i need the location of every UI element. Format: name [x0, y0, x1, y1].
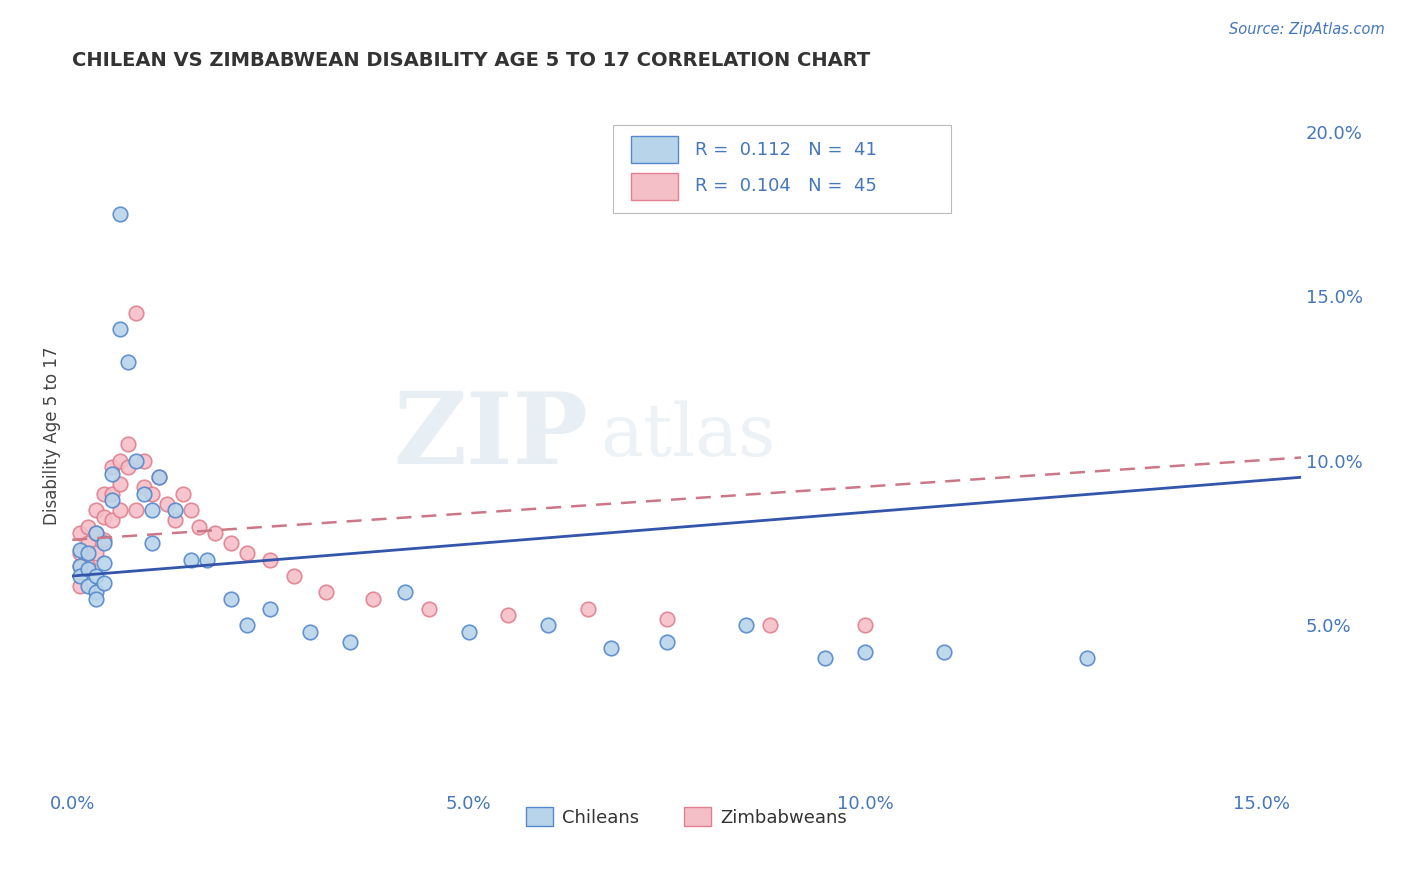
Point [69, 579, 91, 593]
Point [259, 552, 281, 566]
Point [77, 519, 100, 533]
Point [101, 493, 124, 508]
Point [93, 487, 115, 501]
Point [148, 470, 170, 484]
Legend: Chileans, Zimbabweans: Chileans, Zimbabweans [519, 800, 855, 834]
Point [84, 592, 107, 607]
Point [655, 612, 678, 626]
Point [394, 585, 416, 599]
Point [165, 503, 187, 517]
Point [132, 454, 155, 468]
Point [259, 602, 281, 616]
Point [235, 546, 257, 560]
Point [101, 460, 124, 475]
Point [219, 536, 242, 550]
Point [283, 569, 305, 583]
Point [108, 503, 131, 517]
Point [77, 559, 100, 574]
Point [141, 487, 163, 501]
Point [156, 497, 179, 511]
Text: Source: ZipAtlas.com: Source: ZipAtlas.com [1229, 22, 1385, 37]
FancyBboxPatch shape [631, 136, 678, 163]
Point [1076, 651, 1098, 665]
Point [853, 618, 876, 632]
Point [132, 487, 155, 501]
Point [124, 503, 146, 517]
Point [124, 454, 146, 468]
Point [315, 585, 337, 599]
Point [299, 624, 322, 639]
Point [537, 618, 560, 632]
Point [655, 635, 678, 649]
Point [172, 487, 194, 501]
Text: R =  0.104   N =  45: R = 0.104 N = 45 [695, 178, 877, 195]
Point [141, 536, 163, 550]
Point [141, 503, 163, 517]
Point [93, 509, 115, 524]
Point [418, 602, 440, 616]
Text: R =  0.112   N =  41: R = 0.112 N = 41 [695, 141, 877, 159]
Point [69, 569, 91, 583]
Point [363, 592, 385, 607]
Point [195, 552, 218, 566]
Point [814, 651, 837, 665]
Point [77, 546, 100, 560]
Point [77, 536, 100, 550]
Point [759, 618, 782, 632]
Point [235, 618, 257, 632]
Point [219, 592, 242, 607]
Point [124, 306, 146, 320]
Point [84, 503, 107, 517]
Point [576, 602, 599, 616]
Point [117, 460, 139, 475]
Point [84, 546, 107, 560]
Point [180, 552, 202, 566]
Point [148, 470, 170, 484]
Point [101, 487, 124, 501]
Point [204, 526, 226, 541]
Point [101, 513, 124, 527]
Point [69, 559, 91, 574]
Point [93, 536, 115, 550]
Point [93, 575, 115, 590]
Point [69, 546, 91, 560]
Text: ZIP: ZIP [394, 388, 588, 484]
Point [93, 533, 115, 547]
Point [188, 519, 211, 533]
Point [84, 526, 107, 541]
Point [84, 526, 107, 541]
Point [934, 645, 956, 659]
Text: CHILEAN VS ZIMBABWEAN DISABILITY AGE 5 TO 17 CORRELATION CHART: CHILEAN VS ZIMBABWEAN DISABILITY AGE 5 T… [72, 51, 870, 70]
Point [108, 476, 131, 491]
Point [180, 503, 202, 517]
Point [108, 207, 131, 221]
Point [77, 562, 100, 576]
Text: atlas: atlas [600, 401, 776, 471]
Point [69, 526, 91, 541]
Point [84, 569, 107, 583]
Point [496, 608, 519, 623]
Point [93, 556, 115, 570]
Point [339, 635, 361, 649]
Point [735, 618, 758, 632]
Point [108, 454, 131, 468]
Point [853, 645, 876, 659]
Point [108, 322, 131, 336]
FancyBboxPatch shape [631, 173, 678, 200]
Y-axis label: Disability Age 5 to 17: Disability Age 5 to 17 [44, 347, 60, 525]
Point [117, 355, 139, 369]
Point [600, 641, 623, 656]
Point [84, 585, 107, 599]
Point [77, 579, 100, 593]
Point [69, 559, 91, 574]
Point [69, 542, 91, 557]
Point [117, 437, 139, 451]
FancyBboxPatch shape [613, 125, 950, 213]
Point [101, 467, 124, 481]
Point [165, 513, 187, 527]
Point [457, 624, 479, 639]
Point [132, 480, 155, 494]
